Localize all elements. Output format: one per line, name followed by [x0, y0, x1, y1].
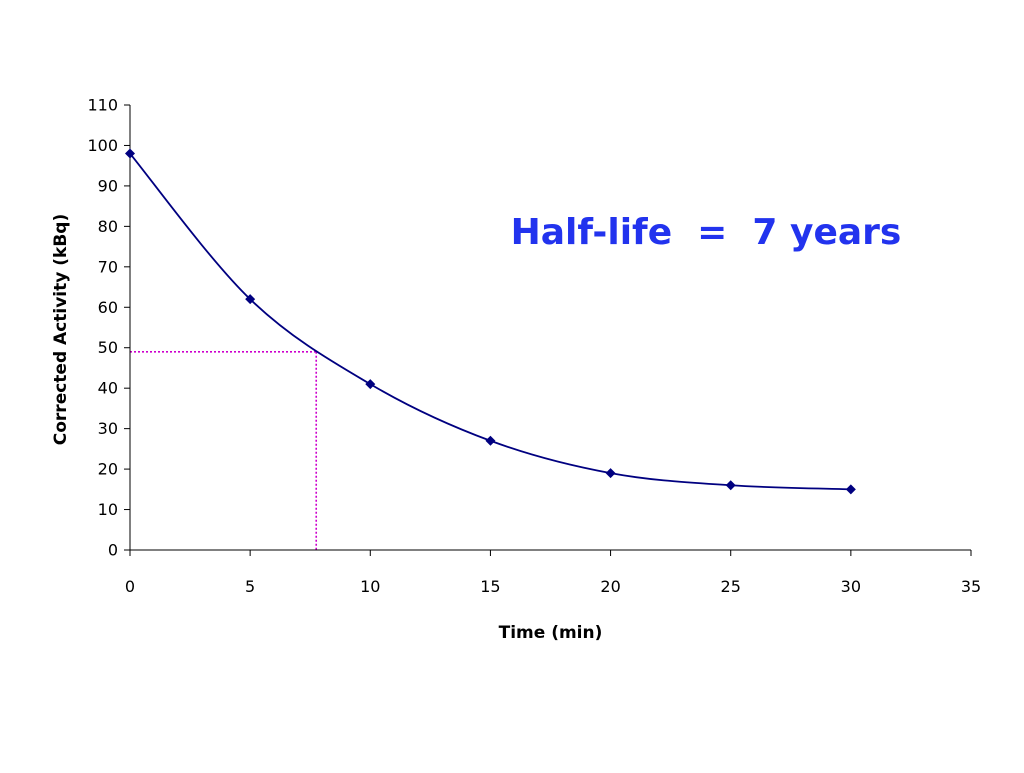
y-tick-label: 0: [108, 541, 118, 560]
x-tick-label: 5: [245, 577, 255, 596]
x-tick-label: 0: [125, 577, 135, 596]
data-point-marker: [605, 468, 616, 479]
data-point-marker: [485, 435, 496, 446]
labels-layer: 0 10 20 30 40 50 60 70 80 90 100 110 0 5 10 15 20 25 30 35 T…: [51, 96, 981, 644]
y-tick-label: 100: [87, 136, 118, 155]
x-tick-label: 20: [600, 577, 620, 596]
x-tick-label: 15: [480, 577, 500, 596]
y-tick-label: 40: [98, 379, 118, 398]
y-tick-label: 70: [98, 257, 118, 276]
x-tick-label: 35: [961, 577, 981, 596]
y-tick-label: 110: [87, 96, 118, 115]
y-tick-label: 30: [98, 419, 118, 438]
x-tick-label: 10: [360, 577, 380, 596]
y-tick-label: 50: [98, 338, 118, 357]
data-point-marker: [125, 148, 135, 159]
y-tick-label: 60: [98, 298, 118, 317]
half-life-guides: [130, 350, 318, 550]
y-tick-label: 20: [98, 460, 118, 479]
data-point-marker: [365, 379, 376, 390]
data-point-marker: [245, 294, 256, 305]
x-tick-label: 25: [721, 577, 741, 596]
data-point-marker: [725, 480, 736, 491]
y-tick-label: 10: [98, 500, 118, 519]
data-point-marker: [845, 484, 856, 495]
half-life-annotation: Half-life = 7 years: [511, 212, 902, 253]
x-axis-title: Time (min): [499, 623, 603, 643]
x-tick-label: 30: [841, 577, 861, 596]
y-axis-title: Corrected Activity (kBq): [51, 214, 71, 445]
y-tick-label: 90: [98, 176, 118, 195]
axes: [124, 104, 972, 556]
y-tick-label: 80: [98, 217, 118, 236]
series-layer: [125, 148, 856, 495]
